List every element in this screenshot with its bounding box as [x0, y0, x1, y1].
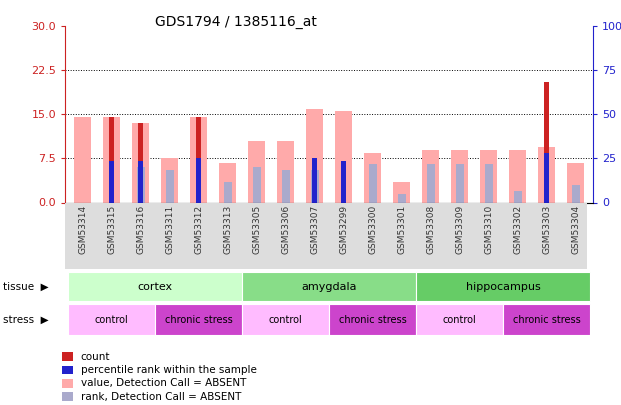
Text: GSM53305: GSM53305 — [252, 205, 261, 254]
Bar — [219, 162, 237, 202]
Bar — [103, 117, 120, 202]
Bar — [109, 117, 114, 202]
Text: chronic stress: chronic stress — [339, 315, 407, 324]
Bar — [196, 117, 201, 202]
Text: percentile rank within the sample: percentile rank within the sample — [81, 365, 256, 375]
Bar — [132, 123, 149, 202]
Bar — [277, 141, 294, 202]
Text: rank, Detection Call = ABSENT: rank, Detection Call = ABSENT — [81, 392, 241, 402]
Text: stress  ▶: stress ▶ — [3, 315, 48, 324]
Bar — [567, 162, 584, 202]
Bar — [161, 158, 178, 202]
Text: GSM53315: GSM53315 — [107, 205, 116, 254]
Bar — [166, 170, 173, 202]
Bar — [427, 164, 435, 202]
Bar — [451, 149, 468, 202]
Text: GSM53302: GSM53302 — [513, 205, 522, 254]
Bar — [341, 161, 347, 202]
Bar — [138, 161, 143, 202]
Bar — [369, 164, 376, 202]
Bar — [485, 164, 492, 202]
Bar — [393, 182, 410, 202]
Text: GDS1794 / 1385116_at: GDS1794 / 1385116_at — [155, 15, 317, 30]
Text: value, Detection Call = ABSENT: value, Detection Call = ABSENT — [81, 378, 246, 388]
Bar — [480, 149, 497, 202]
Bar — [538, 147, 555, 202]
Bar — [138, 123, 143, 202]
Bar — [335, 111, 352, 202]
Text: control: control — [269, 315, 302, 324]
Bar — [416, 305, 503, 335]
Text: GSM53301: GSM53301 — [397, 205, 406, 254]
Text: count: count — [81, 352, 111, 362]
Bar — [68, 272, 242, 301]
Bar — [137, 167, 145, 202]
Bar — [306, 109, 324, 202]
Bar — [514, 191, 522, 202]
Text: chronic stress: chronic stress — [513, 315, 581, 324]
Bar — [364, 153, 381, 202]
Bar — [544, 82, 549, 202]
Text: GSM53310: GSM53310 — [484, 205, 493, 254]
Text: GSM53306: GSM53306 — [281, 205, 290, 254]
Bar — [196, 158, 201, 202]
Bar — [416, 272, 590, 301]
Bar — [329, 305, 416, 335]
Bar — [572, 185, 579, 202]
Text: cortex: cortex — [137, 281, 173, 292]
Bar — [190, 117, 207, 202]
Bar — [422, 149, 439, 202]
Bar — [456, 164, 463, 202]
Text: GSM53303: GSM53303 — [542, 205, 551, 254]
Bar — [544, 153, 549, 202]
Bar — [242, 272, 416, 301]
Bar — [253, 167, 261, 202]
Bar — [242, 305, 329, 335]
Bar — [74, 117, 91, 202]
Bar — [109, 161, 114, 202]
Text: GSM53316: GSM53316 — [136, 205, 145, 254]
Bar — [282, 170, 289, 202]
Text: GSM53308: GSM53308 — [426, 205, 435, 254]
Text: amygdala: amygdala — [301, 281, 357, 292]
Bar — [509, 149, 527, 202]
Text: GSM53313: GSM53313 — [223, 205, 232, 254]
Text: chronic stress: chronic stress — [165, 315, 232, 324]
Text: GSM53299: GSM53299 — [339, 205, 348, 254]
Text: tissue  ▶: tissue ▶ — [3, 281, 48, 292]
Bar — [68, 305, 155, 335]
Bar — [503, 305, 590, 335]
Bar — [248, 141, 265, 202]
Bar — [310, 170, 319, 202]
Text: hippocampus: hippocampus — [466, 281, 540, 292]
Bar — [155, 305, 242, 335]
Text: GSM53311: GSM53311 — [165, 205, 174, 254]
Text: GSM53314: GSM53314 — [78, 205, 87, 254]
Bar — [312, 158, 317, 202]
Text: GSM53312: GSM53312 — [194, 205, 203, 254]
Text: GSM53304: GSM53304 — [571, 205, 580, 254]
Text: control: control — [95, 315, 129, 324]
Text: GSM53309: GSM53309 — [455, 205, 464, 254]
Text: GSM53307: GSM53307 — [310, 205, 319, 254]
Text: GSM53300: GSM53300 — [368, 205, 377, 254]
Bar — [397, 194, 406, 202]
Bar — [224, 182, 232, 202]
Text: control: control — [443, 315, 476, 324]
